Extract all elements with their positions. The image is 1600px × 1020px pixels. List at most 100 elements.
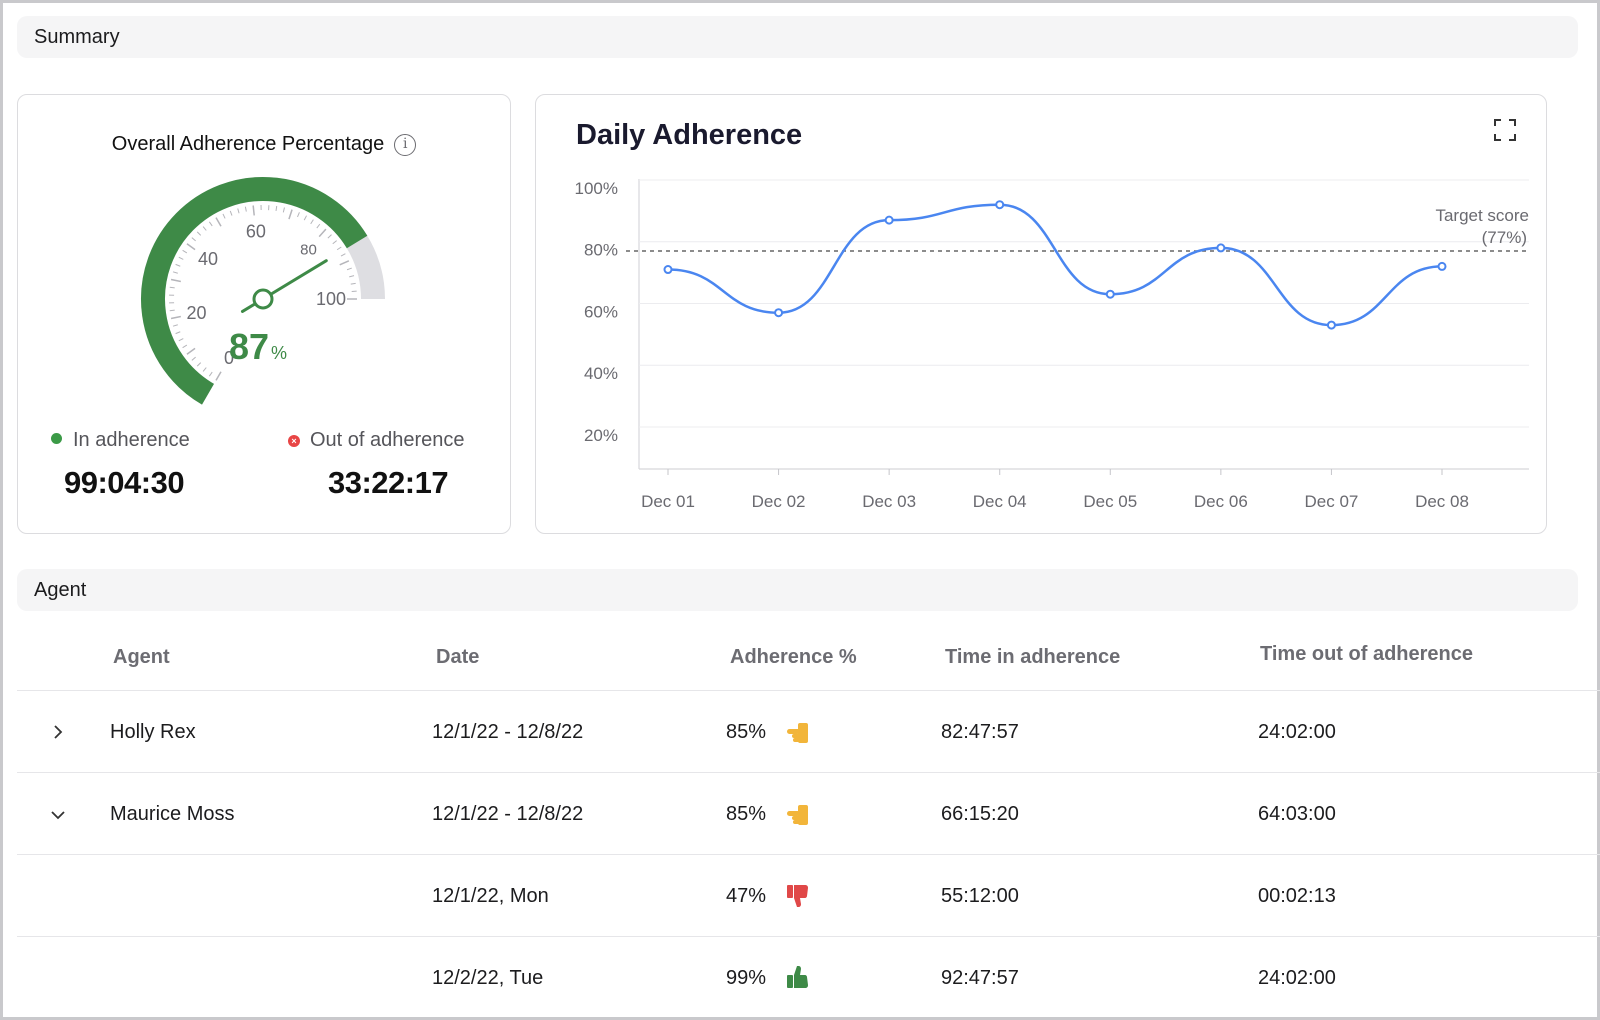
gauge-title-row: Overall Adherence Percentage i bbox=[18, 133, 510, 156]
gauge-tick bbox=[346, 267, 352, 271]
y-tick-label: 60% bbox=[584, 302, 618, 321]
column-header-adherence[interactable]: Adherence % bbox=[730, 646, 857, 668]
info-icon[interactable]: i bbox=[394, 133, 417, 156]
gauge-tick bbox=[310, 219, 314, 225]
x-tick-label: Dec 02 bbox=[752, 492, 806, 511]
gauge-tick bbox=[196, 231, 202, 236]
data-point[interactable] bbox=[1216, 243, 1226, 253]
gauge-tick bbox=[215, 371, 222, 381]
gauge-tick bbox=[175, 263, 181, 267]
thumb-down-icon bbox=[787, 885, 808, 907]
gauge-tick bbox=[169, 309, 175, 312]
time-in-adherence: 66:15:20 bbox=[941, 803, 1019, 825]
table-divider bbox=[17, 690, 1600, 691]
x-tick-label: Dec 01 bbox=[641, 492, 695, 511]
gauge-value-unit: % bbox=[271, 343, 287, 363]
gauge-tick bbox=[350, 282, 356, 285]
in-adherence-legend: In adherence bbox=[51, 429, 190, 452]
adherence-value: 47% bbox=[726, 885, 767, 907]
x-tick-label: Dec 08 bbox=[1415, 492, 1469, 511]
date-day: 12/1/22, Mon bbox=[432, 885, 549, 907]
x-tick-label: Dec 03 bbox=[862, 492, 916, 511]
gauge-tick bbox=[208, 371, 213, 377]
gauge-needle bbox=[261, 259, 328, 301]
gauge-tick bbox=[170, 278, 181, 283]
chevron-right-icon[interactable] bbox=[48, 722, 68, 742]
x-tick-label: Dec 06 bbox=[1194, 492, 1248, 511]
gauge-tick bbox=[186, 243, 196, 251]
time-in-adherence: 82:47:57 bbox=[941, 721, 1019, 743]
expand-icon[interactable] bbox=[1494, 119, 1516, 141]
time-out-of-adherence: 24:02:00 bbox=[1258, 967, 1336, 989]
adherence-gauge: 0 20 40 60 80 100 87% bbox=[141, 177, 385, 405]
overall-adherence-card: Overall Adherence Percentage i 0 20 40 60 80 1… bbox=[17, 94, 511, 534]
gauge-tick bbox=[316, 223, 321, 229]
agent-name: Holly Rex bbox=[110, 721, 196, 743]
summary-section-header: Summary bbox=[17, 16, 1578, 58]
agent-section-header: Agent bbox=[17, 569, 1578, 611]
in-adherence-dot bbox=[51, 433, 62, 444]
data-point[interactable] bbox=[1326, 320, 1336, 330]
time-in-adherence: 55:12:00 bbox=[941, 885, 1019, 907]
gauge-tick-label: 40 bbox=[198, 249, 218, 269]
time-out-of-adherence: 24:02:00 bbox=[1258, 721, 1336, 743]
y-tick-label: 40% bbox=[584, 364, 618, 383]
gauge-tick bbox=[169, 286, 175, 289]
agent-name: Maurice Moss bbox=[110, 803, 235, 825]
gauge-tick-label: 100 bbox=[316, 289, 346, 309]
gauge-tick bbox=[172, 271, 178, 274]
gauge-value: 87% bbox=[229, 326, 287, 367]
gauge-tick bbox=[202, 367, 207, 372]
out-of-adherence-label: Out of adherence bbox=[310, 429, 465, 451]
chevron-down-icon[interactable] bbox=[48, 805, 68, 825]
data-point[interactable] bbox=[774, 308, 784, 318]
column-header-time-out[interactable]: Time out of adherence bbox=[1260, 643, 1474, 665]
gauge-tick bbox=[237, 208, 240, 214]
data-point[interactable] bbox=[1437, 261, 1447, 271]
daily-adherence-chart: 100%80%60%40%20% Dec 01 Dec 02 Dec 03 Dec 0… bbox=[575, 179, 1529, 511]
gauge-tick bbox=[222, 213, 226, 219]
gauge-tick bbox=[186, 347, 196, 355]
data-point[interactable] bbox=[995, 200, 1005, 210]
time-out-of-adherence: 64:03:00 bbox=[1258, 803, 1336, 825]
gauge-tick bbox=[178, 338, 184, 342]
gauge-tick bbox=[191, 356, 196, 361]
gauge-tick bbox=[303, 215, 307, 221]
gauge-tick bbox=[252, 205, 255, 216]
gauge-title: Overall Adherence Percentage bbox=[111, 133, 385, 156]
chart-y-tick-labels: 100% 80% 60% 40% 20% bbox=[575, 179, 618, 445]
gauge-tick bbox=[327, 234, 332, 239]
gauge-tick-label: 0 bbox=[224, 348, 234, 368]
gauge-tick bbox=[275, 205, 278, 212]
gauge-tick-label: 20 bbox=[186, 303, 206, 323]
x-tick-label: Dec 04 bbox=[973, 492, 1027, 511]
adherence-value: 85% bbox=[726, 803, 767, 825]
gauge-tick bbox=[182, 249, 188, 254]
column-header-agent[interactable]: Agent bbox=[113, 646, 170, 668]
out-of-adherence-legend: × Out of adherence bbox=[288, 429, 465, 452]
target-score-value: (77%) bbox=[1482, 228, 1527, 247]
gauge-tick bbox=[282, 207, 285, 213]
time-out-of-adherence: 00:02:13 bbox=[1258, 885, 1336, 907]
gauge-tick bbox=[244, 206, 247, 212]
gauge-tick bbox=[175, 331, 181, 335]
gauge-tick bbox=[339, 260, 350, 266]
column-header-time-in[interactable]: Time in adherence bbox=[945, 646, 1121, 668]
gauge-tick bbox=[349, 275, 355, 278]
data-point[interactable] bbox=[884, 215, 894, 225]
column-header-date[interactable]: Date bbox=[436, 646, 480, 668]
table-divider bbox=[17, 936, 1600, 937]
data-point[interactable] bbox=[663, 265, 673, 275]
gauge-tick bbox=[208, 221, 213, 227]
series-points bbox=[663, 200, 1447, 330]
gauge-tick bbox=[229, 210, 233, 216]
y-tick-label: 100% bbox=[575, 179, 618, 198]
x-tick-label: Dec 07 bbox=[1304, 492, 1358, 511]
data-point[interactable] bbox=[1105, 289, 1115, 299]
gauge-tick bbox=[297, 212, 300, 218]
date-range: 12/1/22 - 12/8/22 bbox=[432, 721, 584, 743]
gauge-tick bbox=[196, 362, 202, 367]
gauge-ticks bbox=[169, 205, 357, 381]
out-of-adherence-icon: × bbox=[288, 435, 300, 447]
